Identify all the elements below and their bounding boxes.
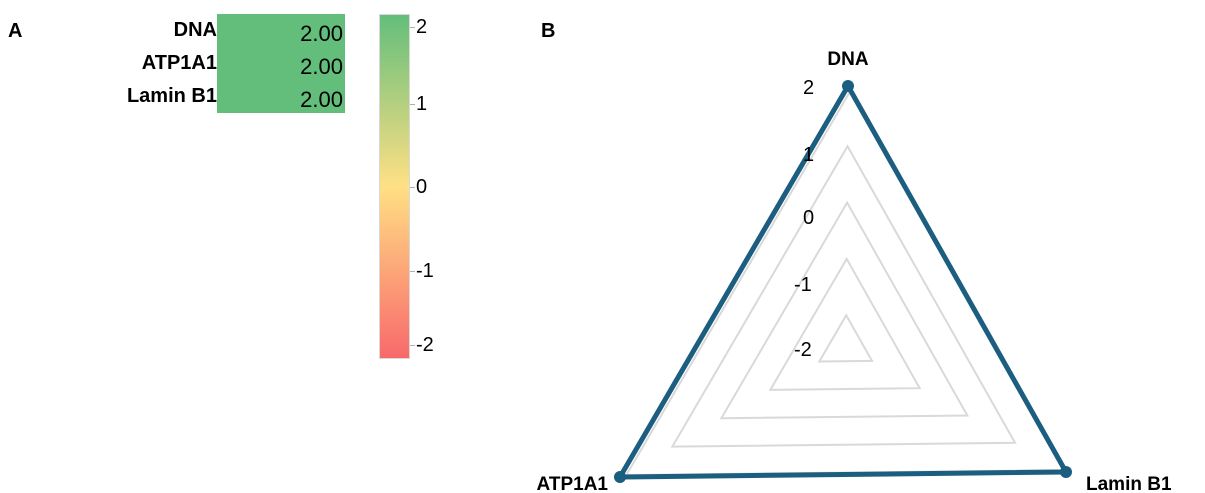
heatmap-row-label: ATP1A1 <box>141 52 217 74</box>
radar-ring-label: -2 <box>794 339 812 361</box>
radar-ring-label: 1 <box>803 144 814 166</box>
colorbar-tick <box>410 271 415 272</box>
heatmap-cell: 2.00 <box>217 47 345 80</box>
radar-axis-label: Lamin B1 <box>1086 474 1172 493</box>
colorbar-tick-label: 1 <box>416 93 428 115</box>
panel-a-label: A <box>8 20 23 42</box>
radar-grid <box>624 87 1068 477</box>
radar-data-point <box>1060 466 1072 478</box>
heatmap-row-label: DNA <box>173 19 217 41</box>
heatmap-row-label: Lamin B1 <box>126 85 217 107</box>
colorbar-tick-label: 0 <box>416 176 428 198</box>
radar-chart: 2 1 0 -1 -2 DNA ATP1A1 Lamin B1 <box>537 49 1172 493</box>
radar-ring-label: -1 <box>794 274 812 296</box>
radar-data-point <box>842 80 854 92</box>
radar-points <box>614 80 1072 483</box>
colorbar-tick-label: -1 <box>416 260 434 282</box>
radar-ring-label: 2 <box>803 77 814 99</box>
heatmap-row: DNA 2.00 <box>0 14 345 47</box>
radar-grid-ring <box>670 144 1017 448</box>
heatmap-cell: 2.00 <box>217 80 345 113</box>
colorbar-tick <box>410 104 415 105</box>
panel-b-label: B <box>541 20 556 42</box>
colorbar-tick <box>410 27 415 28</box>
colorbar-tick <box>410 187 415 188</box>
radar-series-polygon <box>617 83 1069 480</box>
color-scale-bar <box>379 14 410 359</box>
colorbar-tick <box>410 345 415 346</box>
radar-grid-ring <box>719 200 970 420</box>
radar-grid-ring <box>817 313 874 363</box>
heatmap-row: ATP1A1 2.00 <box>0 47 345 80</box>
heatmap-row: Lamin B1 2.00 <box>0 80 345 113</box>
colorbar-tick-label: -2 <box>416 334 434 356</box>
radar-axis-label: DNA <box>827 49 868 70</box>
radar-axis-label: ATP1A1 <box>537 474 609 493</box>
radar-ring-label: 0 <box>803 207 814 229</box>
radar-data-point <box>614 471 626 483</box>
heatmap-cell: 2.00 <box>217 14 345 47</box>
colorbar-tick-label: 2 <box>416 16 428 38</box>
radar-grid-ring <box>768 256 922 391</box>
